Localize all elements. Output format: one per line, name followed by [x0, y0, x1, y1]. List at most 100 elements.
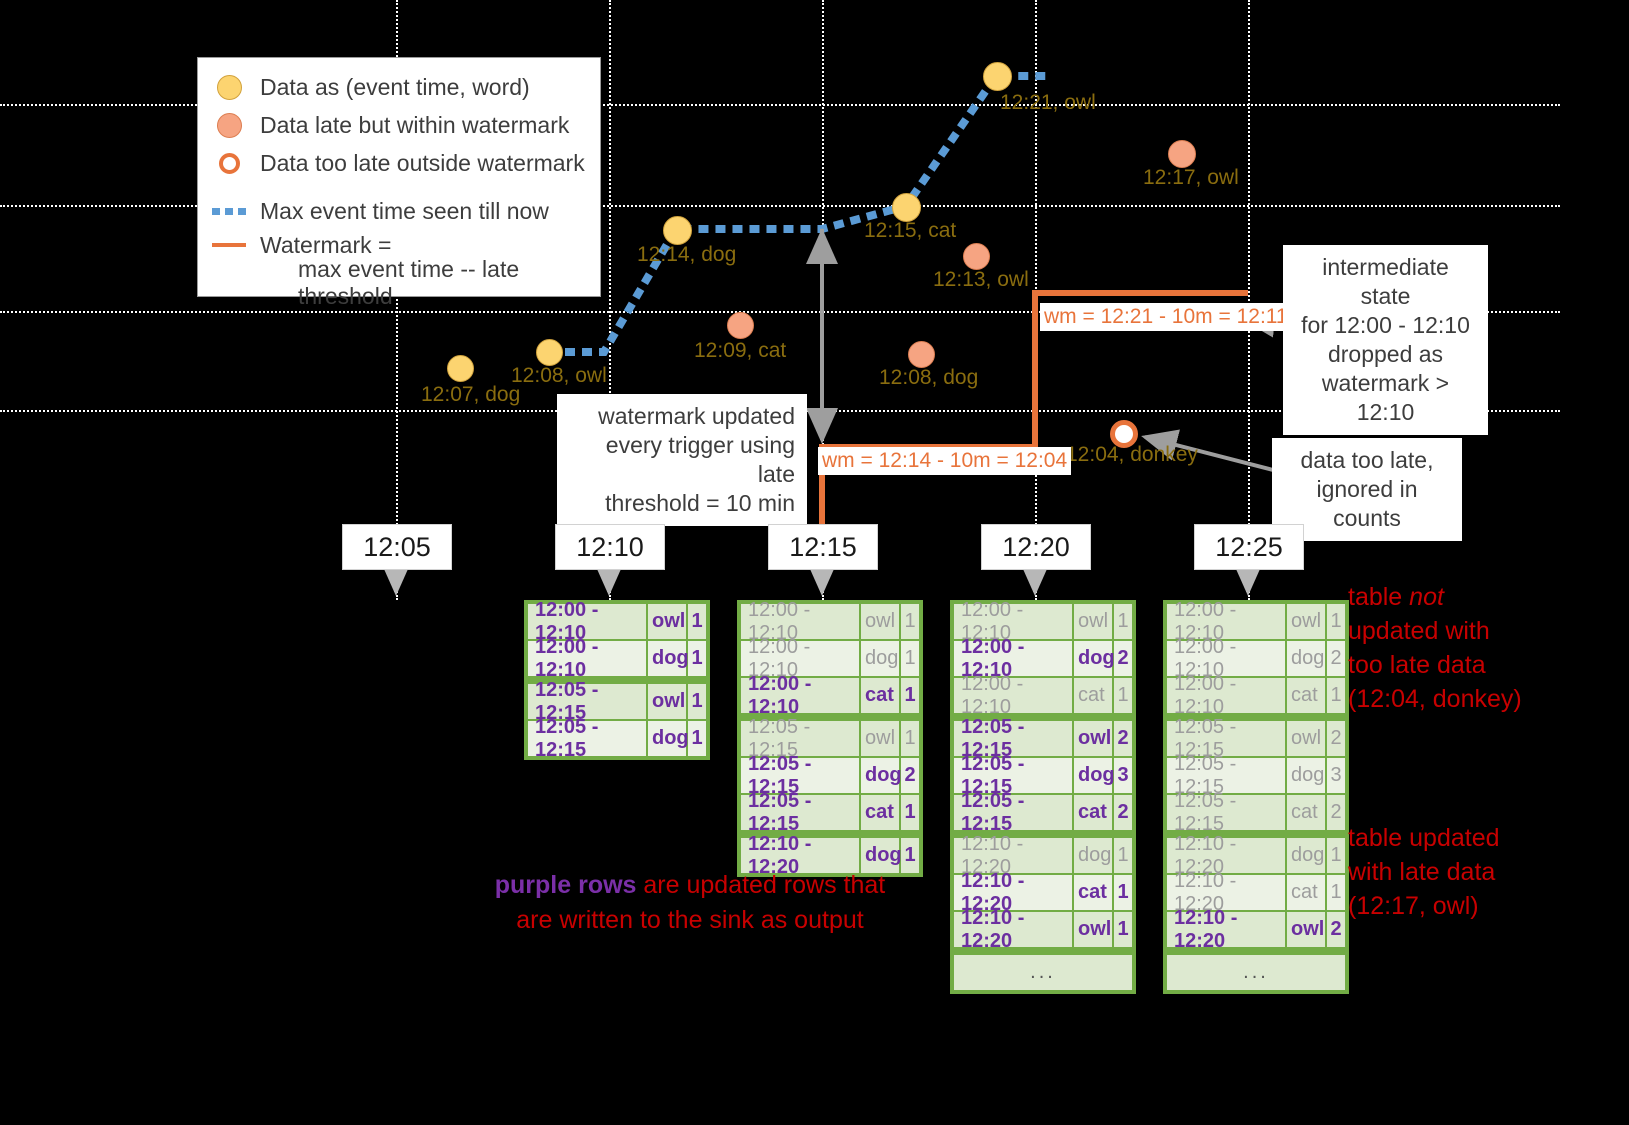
table-cell-window: 12:00 - 12:10 — [741, 636, 859, 681]
table-row: 12:00 - 12:10 owl 1 — [741, 599, 919, 644]
data-point-1215-cat — [892, 193, 921, 222]
note-line: are updated rows that — [636, 871, 886, 899]
gridline-vertical — [1035, 0, 1037, 600]
table-cell-window: 12:00 - 12:10 — [1167, 636, 1285, 681]
result-table-1225: 12:00 - 12:10 owl 1 12:00 - 12:10 dog 2 12:00 … — [1163, 599, 1349, 994]
table-row: 12:10 - 12:20 owl 2 — [1167, 907, 1345, 952]
table-cell-window: 12:05 - 12:15 — [1167, 753, 1285, 798]
table-cell-count: 3 — [1327, 758, 1345, 793]
legend-box: Data as (event time, word) Data late but… — [197, 57, 601, 309]
table-cell-count: 1 — [901, 604, 919, 639]
callout-line: watermark > 12:10 — [1321, 370, 1450, 425]
data-point-label: 12:09, cat — [694, 339, 787, 362]
callout-line: threshold = 10 min — [605, 490, 795, 516]
table-cell-word: owl — [648, 604, 686, 639]
table-cell-word: cat — [1287, 678, 1325, 713]
table-cell-count: 1 — [1327, 875, 1345, 910]
table-cell-word: dog — [861, 758, 902, 793]
data-point-label: 12:04, donkey — [1066, 443, 1198, 466]
table-cell-window: 12:05 - 12:15 — [954, 753, 1072, 798]
table-cell-count: 2 — [1327, 912, 1345, 947]
legend-label: Max event time seen till now — [260, 197, 549, 224]
table-cell-window: 12:10 - 12:20 — [954, 833, 1072, 878]
data-point-1213-owl — [963, 243, 990, 270]
trigger-time-1210[interactable]: 12:10 — [555, 524, 665, 570]
legend-label: Data too late outside watermark — [260, 149, 585, 176]
gridline-vertical — [822, 0, 824, 600]
table-row: 12:05 - 12:15 cat 2 — [1167, 790, 1345, 835]
trigger-time-1220[interactable]: 12:20 — [981, 524, 1091, 570]
trigger-time-1215[interactable]: 12:15 — [768, 524, 878, 570]
table-cell-window: 12:05 - 12:15 — [954, 716, 1072, 761]
note-line: updated with — [1348, 617, 1490, 645]
table-row: 12:10 - 12:20 cat 1 — [1167, 870, 1345, 915]
salmon-dot-icon — [212, 112, 246, 138]
table-cell-window: 12:10 - 12:20 — [741, 833, 859, 878]
legend-item-max-event-time: Max event time seen till now — [212, 192, 586, 230]
data-point-1221-owl — [983, 62, 1012, 91]
note-purple-rows-caption: purple rows are updated rows that are wr… — [470, 868, 910, 938]
table-row: 12:05 - 12:15 cat 1 — [741, 790, 919, 835]
table-row: 12:00 - 12:10 dog 2 — [1167, 636, 1345, 681]
table-cell-count: 1 — [688, 684, 706, 719]
table-cell-count: 1 — [901, 838, 919, 873]
table-row: 12:05 - 12:15 owl 2 — [954, 716, 1132, 761]
table-cell-word: dog — [1074, 838, 1112, 873]
table-cell-window: 12:00 - 12:10 — [528, 599, 646, 644]
yellow-dot-icon — [212, 74, 246, 100]
table-cell-count: 1 — [901, 721, 919, 756]
legend-watermark-formula: max event time -- late threshold — [298, 256, 520, 309]
table-cell-window: 12:05 - 12:15 — [528, 716, 646, 761]
table-group-separator — [954, 949, 1132, 953]
legend-label: Data late but within watermark — [260, 111, 570, 138]
table-cell-word: cat — [861, 795, 899, 830]
data-point-1204-donkey — [1110, 420, 1138, 448]
table-group-separator — [741, 832, 919, 836]
table-group-separator — [528, 678, 706, 682]
trigger-time-1205[interactable]: 12:05 — [342, 524, 452, 570]
table-row: 12:00 - 12:10 cat 1 — [954, 673, 1132, 718]
table-cell-count: 1 — [1114, 875, 1132, 910]
table-row: 12:00 - 12:10 dog 1 — [741, 636, 919, 681]
table-cell-word: owl — [861, 721, 899, 756]
table-row: 12:05 - 12:15 owl 1 — [741, 716, 919, 761]
table-cell-window: 12:05 - 12:15 — [1167, 790, 1285, 835]
callout-line: ignored in counts — [1316, 476, 1418, 531]
table-cell-window: 12:00 - 12:10 — [954, 636, 1072, 681]
table-cell-count: 1 — [1114, 838, 1132, 873]
table-row: 12:00 - 12:10 cat 1 — [1167, 673, 1345, 718]
table-cell-word: owl — [861, 604, 899, 639]
note-purple-keyword: purple rows — [494, 871, 637, 899]
table-cell-count: 2 — [1114, 721, 1132, 756]
table-cell-count: 1 — [901, 795, 919, 830]
table-cell-window: 12:05 - 12:15 — [741, 716, 859, 761]
callout-line: data too late, — [1300, 447, 1434, 473]
table-cell-window: 12:05 - 12:15 — [1167, 716, 1285, 761]
table-cell-window: 12:10 - 12:20 — [1167, 907, 1285, 952]
table-cell-word: owl — [648, 684, 686, 719]
table-cell-window: 12:00 - 12:10 — [1167, 599, 1285, 644]
table-cell-word: owl — [1074, 912, 1112, 947]
callout-line: intermediate state — [1322, 254, 1449, 309]
data-point-1208-owl — [536, 339, 563, 366]
table-cell-word: dog — [1074, 641, 1115, 676]
note-line: (12:17, owl) — [1348, 892, 1479, 920]
table-cell-word: cat — [861, 678, 899, 713]
data-point-label: 12:14, dog — [637, 243, 737, 266]
table-row: 12:00 - 12:10 owl 1 — [528, 599, 706, 644]
table-cell-count: 2 — [1327, 641, 1345, 676]
table-cell-count: 1 — [688, 604, 706, 639]
data-point-1208-dog — [908, 341, 935, 368]
legend-item-data: Data as (event time, word) — [212, 68, 586, 106]
table-cell-word: cat — [1287, 875, 1325, 910]
table-cell-window: 12:10 - 12:20 — [1167, 833, 1285, 878]
data-point-label: 12:15, cat — [864, 219, 957, 242]
table-row: 12:05 - 12:15 dog 3 — [954, 753, 1132, 798]
table-cell-window: 12:05 - 12:15 — [954, 790, 1072, 835]
result-table-1210: 12:00 - 12:10 owl 1 12:00 - 12:10 dog 1 12:05 … — [524, 599, 710, 761]
callout-line: every trigger using late — [605, 432, 795, 487]
trigger-time-1225[interactable]: 12:25 — [1194, 524, 1304, 570]
table-cell-count: 2 — [901, 758, 919, 793]
table-cell-count: 1 — [901, 678, 919, 713]
